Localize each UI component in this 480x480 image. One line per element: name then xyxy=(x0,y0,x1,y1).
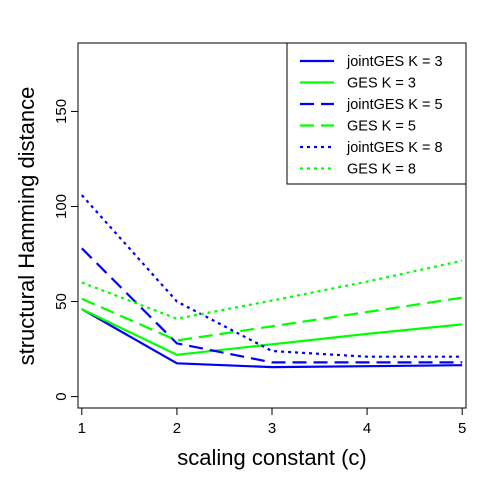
x-tick-label: 5 xyxy=(458,420,466,437)
y-tick-label: 0 xyxy=(53,392,70,400)
legend-box xyxy=(286,42,467,185)
x-tick-label: 2 xyxy=(173,420,181,437)
series-lines xyxy=(80,194,463,369)
y-tick-label: 50 xyxy=(53,293,70,310)
legend: jointGES K = 3 GES K = 3 jointGES K = 5 GES… xyxy=(286,42,467,185)
series-line xyxy=(81,296,463,342)
series-line xyxy=(81,247,463,364)
legend-label: GES K = 5 xyxy=(347,119,416,135)
series-line xyxy=(81,308,463,356)
y-tick-label: 100 xyxy=(53,194,70,219)
legend-label: jointGES K = 8 xyxy=(346,140,443,156)
x-axis: 1 2 3 4 5 xyxy=(78,407,466,437)
x-axis-label: scaling constant (c) xyxy=(177,445,367,470)
series-line xyxy=(81,308,463,369)
x-tick-label: 4 xyxy=(363,420,371,437)
legend-label: jointGES K = 5 xyxy=(346,97,443,113)
series-line xyxy=(80,194,463,358)
y-axis: 0 50 100 150 xyxy=(53,99,79,401)
legend-label: jointGES K = 3 xyxy=(346,54,443,70)
series-line xyxy=(81,259,463,320)
x-tick-label: 1 xyxy=(78,420,86,437)
y-axis-label: structural Hamming distance xyxy=(14,87,39,366)
legend-label: GES K = 8 xyxy=(347,162,416,178)
x-tick-label: 3 xyxy=(268,420,276,437)
y-tick-label: 150 xyxy=(53,99,70,124)
legend-label: GES K = 3 xyxy=(347,76,416,92)
